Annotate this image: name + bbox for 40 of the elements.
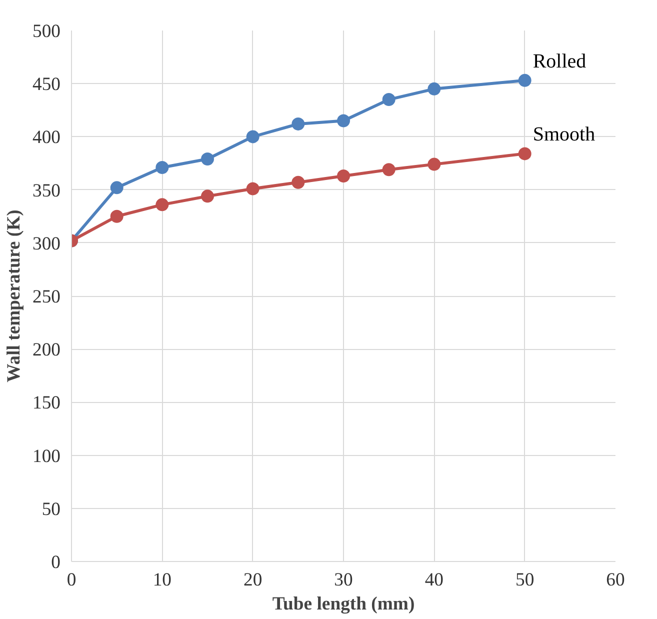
point [337,114,350,128]
point [428,158,441,171]
point [246,182,260,196]
x-tick-label: 40 [424,570,444,590]
y-tick-label: 450 [32,74,60,96]
point [201,190,214,203]
y-tick-label: 100 [32,446,60,467]
y-tick-label: 300 [32,233,60,254]
x-tick-label: 10 [152,570,172,590]
y-tick-label: 250 [32,286,60,308]
y-tick-label: 350 [32,180,60,202]
y-tick-label: 400 [32,127,60,148]
point [518,74,532,87]
point [156,198,169,212]
x-tick-label: 20 [244,570,262,590]
x-tick-label: 0 [66,570,76,590]
x-axis-title: Tube length (mm) [272,594,415,614]
point [292,117,305,130]
point [201,152,214,166]
y-tick-label: 500 [32,21,60,42]
point [382,163,396,176]
series-label: Smooth [532,124,596,146]
y-tick-label: 200 [32,340,60,361]
point [246,130,260,144]
point [156,161,169,174]
series-label: Rolled [532,50,586,72]
point [382,93,396,106]
x-tick-label: 50 [516,570,534,590]
point [428,82,441,96]
x-tick-label: 30 [334,570,353,590]
point [518,147,532,160]
x-tick-label: 60 [606,570,625,590]
point [110,181,124,194]
point [110,210,124,223]
y-tick-label: 0 [51,552,60,573]
y-tick-label: 150 [32,392,60,414]
point [292,176,305,189]
point [337,170,350,182]
y-tick-label: 50 [42,498,60,520]
y-axis-title: Wall temperature (K) [4,210,25,382]
